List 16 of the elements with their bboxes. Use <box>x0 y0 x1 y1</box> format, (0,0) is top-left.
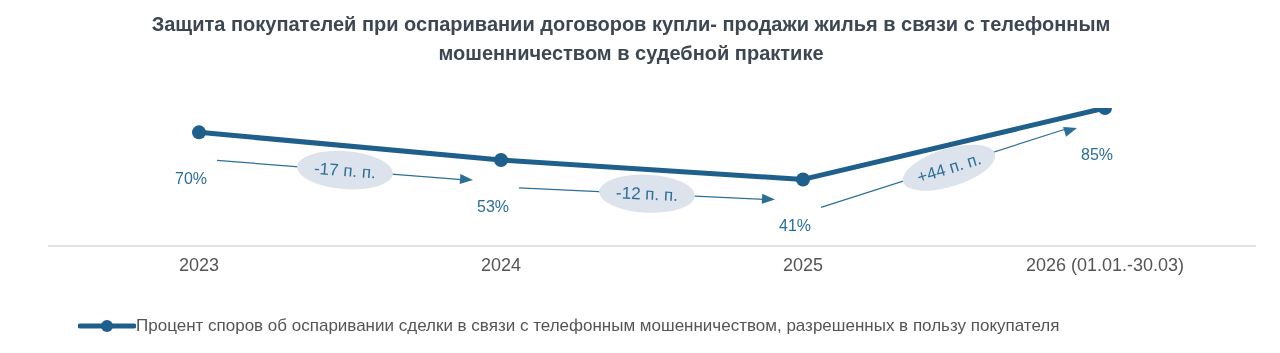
point <box>494 152 508 167</box>
point <box>796 172 810 187</box>
annotation: +44 п. п. <box>914 149 984 188</box>
data-label: 85% <box>1080 146 1114 163</box>
data-label: 53% <box>476 197 510 215</box>
annotation: -17 п. п. <box>313 158 377 183</box>
x-tick-label: 2023 <box>178 254 220 275</box>
text: -12 п. п. <box>615 183 679 206</box>
chart-title: Защита покупателей при оспаривании договоров купли- продажи жилья в связи с телефонным мошенничеством в судебной практике <box>150 12 1112 66</box>
data-label: 41% <box>778 217 812 235</box>
x-tick-label: 2024 <box>480 254 522 275</box>
x-tick-label: 2026 (01.01.-30.03) <box>1025 254 1185 275</box>
legend-label: Процент споров об оспаривании сделки в связи с телефонным мошенничеством, разрешенных в пользу покупателя <box>136 316 1060 336</box>
x-tick-label: 2025 <box>782 254 824 275</box>
data-label: 70% <box>174 170 208 188</box>
point <box>192 125 206 140</box>
